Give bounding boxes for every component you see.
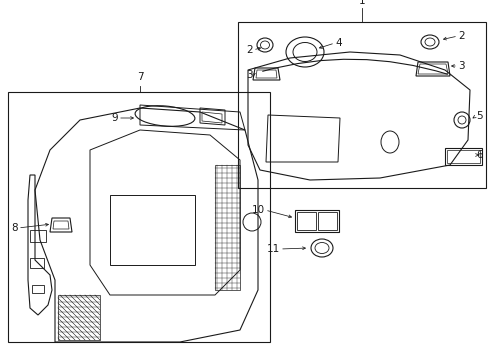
Text: 3: 3 <box>457 61 464 71</box>
Bar <box>296 212 315 230</box>
Text: 2: 2 <box>457 31 464 41</box>
Text: 2: 2 <box>246 45 252 55</box>
Text: 3: 3 <box>246 70 252 80</box>
Text: 7: 7 <box>137 72 143 82</box>
Bar <box>238 22 485 188</box>
Bar <box>32 285 44 293</box>
Text: 8: 8 <box>11 223 18 233</box>
Bar <box>8 92 269 342</box>
Text: 5: 5 <box>475 111 482 121</box>
Text: 9: 9 <box>111 113 118 123</box>
Bar <box>30 258 44 268</box>
Text: 6: 6 <box>475 150 482 160</box>
Bar <box>30 230 46 242</box>
Bar <box>317 212 336 230</box>
Text: 10: 10 <box>251 205 264 215</box>
Text: 4: 4 <box>334 38 341 48</box>
Bar <box>294 210 338 232</box>
Text: 1: 1 <box>358 0 365 6</box>
Text: 11: 11 <box>266 244 280 254</box>
